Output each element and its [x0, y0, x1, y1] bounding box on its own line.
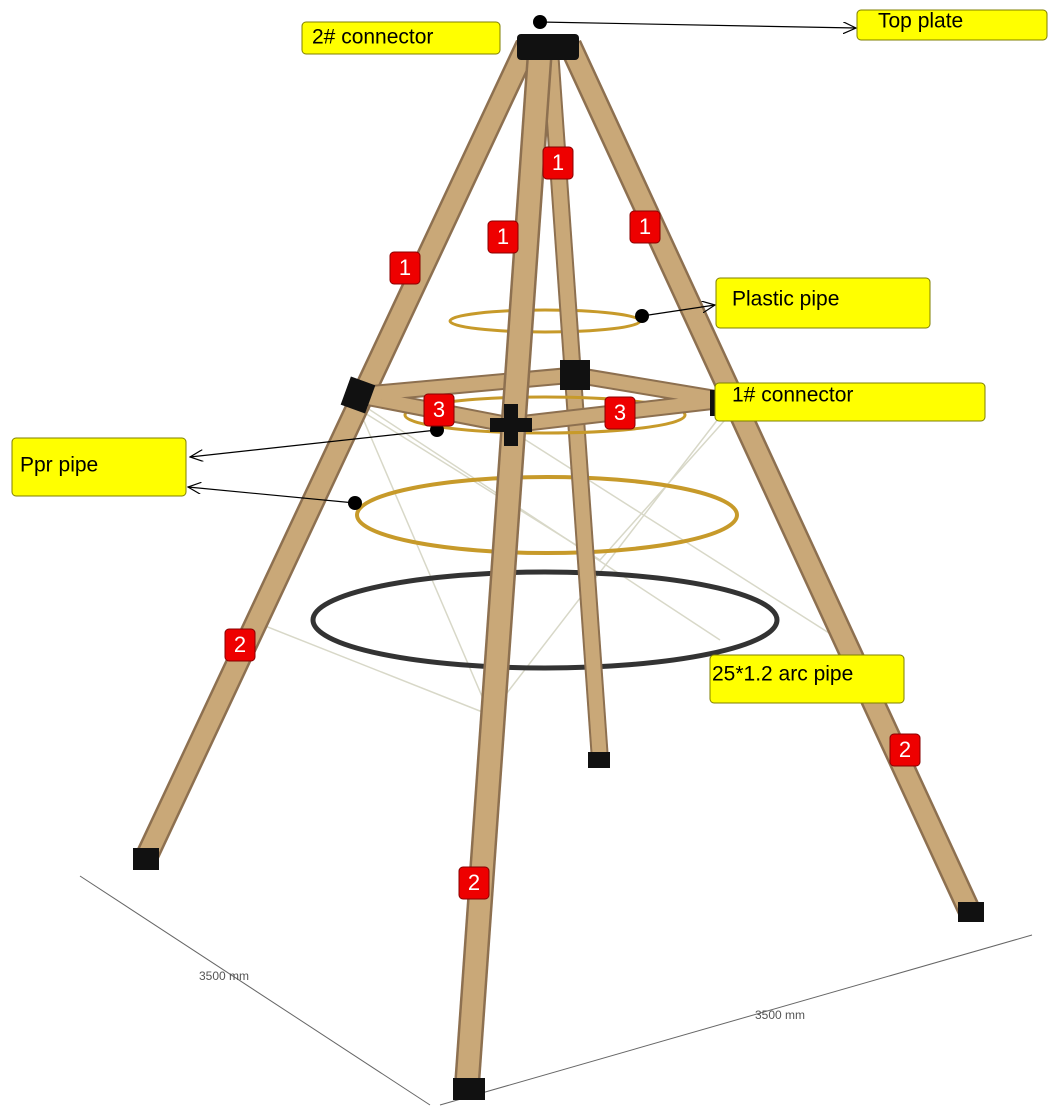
badge-number: 3 [614, 400, 626, 425]
frame [355, 375, 725, 425]
label: 25*1.2 arc pipe [712, 663, 853, 686]
badge-number: 1 [552, 150, 564, 175]
label: 1# connector [732, 384, 853, 407]
badge-number: 3 [433, 397, 445, 422]
plastic-ring [450, 310, 640, 332]
label: Ppr pipe [20, 454, 98, 477]
badge-number: 2 [234, 632, 246, 657]
badge-number: 1 [399, 255, 411, 280]
label: Top plate [878, 10, 963, 33]
badge-number: 1 [497, 224, 509, 249]
dimension-label: 3500 mm [755, 1008, 805, 1022]
label: 2# connector [312, 26, 433, 49]
arc-pipe-ring [313, 572, 777, 668]
ppr-ring [357, 477, 737, 553]
front-leg [467, 50, 540, 1085]
dimension-lines [80, 876, 1032, 1105]
badge-number: 2 [468, 870, 480, 895]
label: Plastic pipe [732, 288, 839, 311]
badge-number: 2 [899, 737, 911, 762]
diagram: 2# connector Top plate Plastic pipe 1# c… [0, 0, 1048, 1110]
dimension-label: 3500 mm [199, 969, 249, 983]
badge-number: 1 [639, 214, 651, 239]
